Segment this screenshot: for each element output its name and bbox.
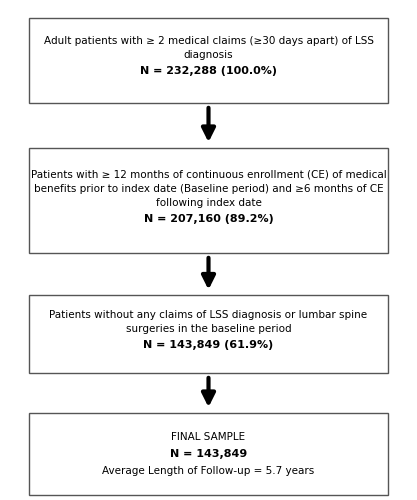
Text: N = 143,849 (61.9%): N = 143,849 (61.9%) (143, 340, 274, 350)
FancyArrowPatch shape (203, 378, 214, 402)
Text: Patients with ≥ 12 months of continuous enrollment (CE) of medical: Patients with ≥ 12 months of continuous … (30, 170, 387, 179)
Text: N = 232,288 (100.0%): N = 232,288 (100.0%) (140, 66, 277, 76)
FancyArrowPatch shape (203, 108, 214, 138)
Text: surgeries in the baseline period: surgeries in the baseline period (126, 324, 291, 334)
Text: FINAL SAMPLE: FINAL SAMPLE (171, 432, 246, 442)
Text: N = 207,160 (89.2%): N = 207,160 (89.2%) (143, 214, 274, 224)
Text: Patients without any claims of LSS diagnosis or lumbar spine: Patients without any claims of LSS diagn… (50, 310, 367, 320)
FancyBboxPatch shape (29, 412, 388, 495)
Text: following index date: following index date (156, 198, 261, 207)
FancyBboxPatch shape (29, 148, 388, 252)
Text: Adult patients with ≥ 2 medical claims (≥30 days apart) of LSS: Adult patients with ≥ 2 medical claims (… (43, 36, 374, 46)
FancyBboxPatch shape (29, 18, 388, 102)
Text: N = 143,849: N = 143,849 (170, 449, 247, 459)
FancyArrowPatch shape (203, 258, 214, 285)
Text: benefits prior to index date (Baseline period) and ≥6 months of CE: benefits prior to index date (Baseline p… (34, 184, 383, 194)
FancyBboxPatch shape (29, 295, 388, 372)
Text: Average Length of Follow-up = 5.7 years: Average Length of Follow-up = 5.7 years (103, 466, 314, 476)
Text: diagnosis: diagnosis (183, 50, 234, 60)
